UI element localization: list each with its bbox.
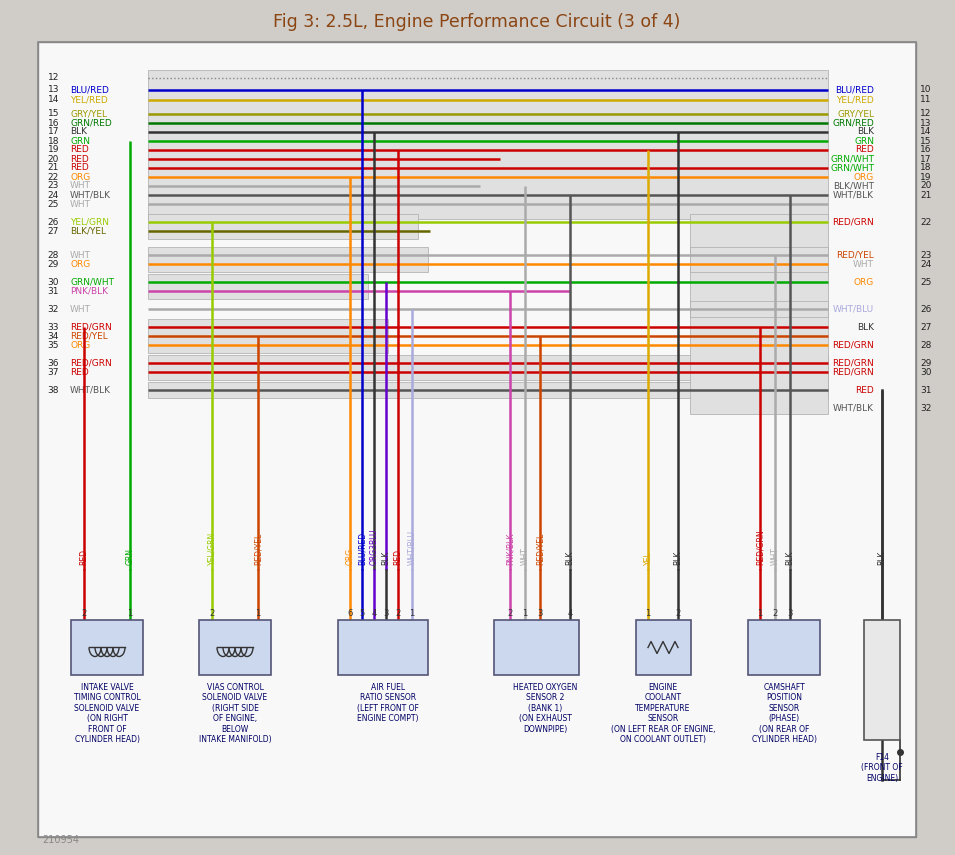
Text: WHT/BLK: WHT/BLK	[70, 386, 111, 394]
Bar	[148, 355, 828, 380]
Text: ORG: ORG	[854, 173, 874, 181]
Text: HEATED OXYGEN
SENSOR 2
(BANK 1)
(ON EXHAUST
DOWNPIPE): HEATED OXYGEN SENSOR 2 (BANK 1) (ON EXHA…	[513, 683, 577, 734]
Text: 2: 2	[773, 609, 777, 618]
Text: ORG3BLU: ORG3BLU	[370, 528, 378, 565]
Text: 18: 18	[920, 163, 931, 173]
Text: 17: 17	[920, 155, 931, 163]
Text: BLK: BLK	[673, 551, 683, 565]
Text: 21: 21	[48, 163, 59, 173]
Text: 29: 29	[48, 260, 59, 268]
Text: WHT: WHT	[70, 251, 91, 260]
Text: YEL: YEL	[644, 551, 652, 565]
Text: 24: 24	[920, 260, 931, 268]
Bar	[636, 620, 691, 675]
Text: GRN: GRN	[70, 137, 90, 145]
Text: GRN: GRN	[854, 137, 874, 145]
Text: RED/YEL: RED/YEL	[70, 332, 108, 340]
Text: BLK/WHT: BLK/WHT	[833, 181, 874, 191]
Bar	[199, 620, 271, 675]
Text: 36: 36	[48, 358, 59, 368]
Text: BLK: BLK	[857, 127, 874, 137]
Text: 25: 25	[920, 278, 931, 286]
Text: RED/GRN: RED/GRN	[832, 368, 874, 376]
Bar	[148, 214, 418, 239]
Bar	[690, 214, 828, 414]
Text: 15: 15	[920, 137, 931, 145]
Text: BLK: BLK	[786, 551, 795, 565]
Bar	[148, 274, 368, 299]
Text: 31: 31	[48, 286, 59, 296]
Text: PNK/BLK: PNK/BLK	[70, 286, 108, 296]
Text: RED: RED	[70, 145, 89, 155]
Text: 22: 22	[48, 173, 59, 181]
Text: WHT/BLK: WHT/BLK	[833, 404, 874, 412]
Text: 1: 1	[646, 609, 650, 618]
Text: RED/GRN: RED/GRN	[832, 217, 874, 227]
Text: 2: 2	[507, 609, 513, 618]
Text: CAMSHAFT
POSITION
SENSOR
(PHASE)
(ON REAR OF
CYLINDER HEAD): CAMSHAFT POSITION SENSOR (PHASE) (ON REA…	[752, 683, 817, 744]
Text: PNK/BLK: PNK/BLK	[505, 533, 515, 565]
Bar	[71, 620, 143, 675]
Text: RED: RED	[70, 368, 89, 376]
Text: 27: 27	[48, 227, 59, 235]
Text: VIAS CONTROL
SOLENOID VALVE
(RIGHT SIDE
OF ENGINE,
BELOW
INTAKE MANIFOLD): VIAS CONTROL SOLENOID VALVE (RIGHT SIDE …	[199, 683, 271, 744]
Text: ENGINE
COOLANT
TEMPERATURE
SENSOR
(ON LEFT REAR OF ENGINE,
ON COOLANT OUTLET): ENGINE COOLANT TEMPERATURE SENSOR (ON LE…	[611, 683, 715, 744]
Text: 16: 16	[48, 119, 59, 127]
Text: ORG: ORG	[854, 278, 874, 286]
Text: 3: 3	[787, 609, 793, 618]
Text: 14: 14	[920, 127, 931, 137]
Text: 2: 2	[395, 609, 401, 618]
Text: RED/GRN: RED/GRN	[832, 358, 874, 368]
Text: GRN/WHT: GRN/WHT	[70, 278, 114, 286]
Text: 210954: 210954	[42, 835, 79, 845]
Bar	[690, 301, 828, 317]
Text: 34: 34	[48, 332, 59, 340]
Text: BLK: BLK	[70, 127, 87, 137]
Text: RED/YEL: RED/YEL	[837, 251, 874, 260]
Text: 17: 17	[48, 127, 59, 137]
Text: 23: 23	[48, 181, 59, 191]
Text: GRN/WHT: GRN/WHT	[830, 155, 874, 163]
Text: 16: 16	[920, 145, 931, 155]
Text: WHT: WHT	[70, 304, 91, 314]
Text: WHT: WHT	[520, 547, 529, 565]
Text: BLK: BLK	[878, 551, 886, 565]
Text: 22: 22	[920, 217, 931, 227]
Text: YEL/RED: YEL/RED	[70, 96, 108, 104]
Text: RED: RED	[79, 549, 89, 565]
Text: 10: 10	[920, 86, 931, 95]
Text: 19: 19	[920, 173, 931, 181]
Text: 11: 11	[920, 96, 931, 104]
Text: 13: 13	[920, 119, 931, 127]
Text: YEL/GRN: YEL/GRN	[70, 217, 109, 227]
Text: 4: 4	[567, 609, 573, 618]
Bar	[690, 247, 828, 272]
Text: BLK: BLK	[857, 322, 874, 332]
Text: 4: 4	[371, 609, 376, 618]
Text: RED/GRN: RED/GRN	[832, 340, 874, 350]
Text: YEL/RED: YEL/RED	[837, 96, 874, 104]
Text: RED: RED	[393, 549, 402, 565]
Text: 20: 20	[48, 155, 59, 163]
Text: 2: 2	[81, 609, 87, 618]
Text: 28: 28	[920, 340, 931, 350]
Text: 28: 28	[48, 251, 59, 260]
Bar	[148, 382, 828, 398]
Bar	[148, 319, 388, 353]
Text: 38: 38	[48, 386, 59, 394]
Text: 5: 5	[359, 609, 365, 618]
Text: RED/YEL: RED/YEL	[253, 533, 263, 565]
Text: RED/YEL: RED/YEL	[536, 533, 544, 565]
Text: 26: 26	[48, 217, 59, 227]
Text: RED/GRN: RED/GRN	[755, 529, 765, 565]
Text: GRN/RED: GRN/RED	[70, 119, 112, 127]
Text: BLU/RED: BLU/RED	[835, 86, 874, 95]
Text: BLU/RED: BLU/RED	[70, 86, 109, 95]
Text: GRN/RED: GRN/RED	[832, 119, 874, 127]
Text: 14: 14	[48, 96, 59, 104]
Bar	[494, 620, 579, 675]
Text: BLU/RED: BLU/RED	[357, 532, 367, 565]
Text: 29: 29	[920, 358, 931, 368]
Text: RED: RED	[856, 386, 874, 394]
Text: 2: 2	[209, 609, 215, 618]
